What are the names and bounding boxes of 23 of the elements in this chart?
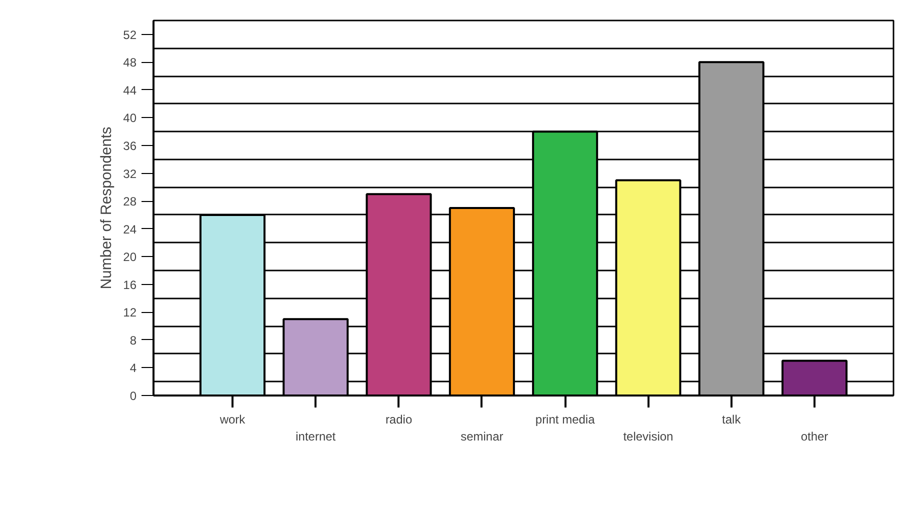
x-tick-label: television: [623, 429, 674, 444]
y-tick-label: 12: [123, 306, 137, 320]
x-tick-label: work: [218, 412, 246, 426]
x-tick-label: radio: [385, 412, 412, 426]
y-tick-label: 20: [123, 250, 137, 264]
y-tick-label: 48: [123, 56, 137, 70]
x-tick-label: seminar: [460, 429, 504, 444]
y-tick-label: 44: [123, 83, 137, 98]
y-tick-label: 52: [123, 28, 137, 42]
y-axis-title: Number of Respondents: [98, 126, 116, 290]
y-tick-label: 32: [123, 166, 137, 181]
y-tick-label: 40: [123, 111, 137, 126]
y-tick-label: 36: [123, 139, 137, 153]
y-tick-label: 16: [123, 278, 137, 292]
y-tick-label: 8: [130, 333, 137, 348]
y-tick-label: 0: [130, 389, 137, 403]
y-tick-label: 24: [123, 222, 137, 236]
x-tick-label: print media: [535, 412, 596, 426]
x-tick-label: talk: [722, 412, 742, 426]
x-tick-label: internet: [296, 429, 336, 444]
x-tick-label: other: [800, 429, 828, 444]
y-tick-label: 4: [130, 361, 137, 376]
y-tick-label: 28: [123, 194, 137, 209]
